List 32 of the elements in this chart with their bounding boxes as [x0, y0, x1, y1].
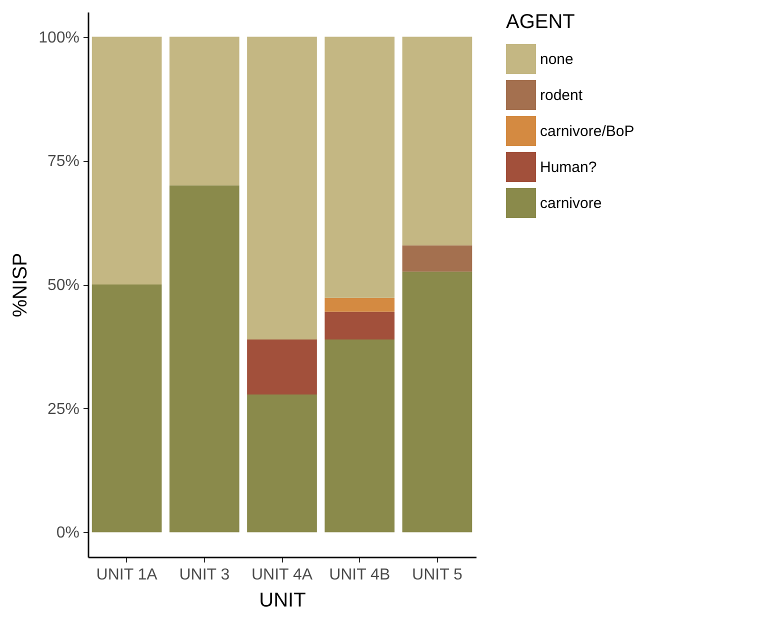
bar	[324, 36, 395, 298]
y-tick-label: 0%	[56, 524, 80, 542]
bar	[324, 298, 395, 312]
legend-label: rodent	[540, 87, 584, 104]
y-tick-label: 25%	[47, 400, 80, 418]
x-tick-label: UNIT 3	[179, 566, 230, 584]
bar	[402, 272, 472, 532]
bar	[402, 245, 472, 272]
x-tick-label: UNIT 1A	[96, 566, 158, 584]
x-tick-label: UNIT 4B	[329, 566, 390, 584]
bar	[92, 36, 162, 284]
y-tick-label: 100%	[38, 29, 80, 46]
legend-label: carnivore	[540, 195, 602, 212]
bar	[247, 36, 317, 340]
legend-label: carnivore/BoP	[540, 123, 634, 140]
bar	[247, 339, 317, 394]
bar	[324, 312, 395, 340]
legend-label: none	[540, 51, 574, 68]
y-tick-label: 75%	[47, 153, 80, 170]
bar	[92, 284, 162, 532]
x-tick-label: UNIT 4A	[251, 566, 313, 584]
bar	[169, 36, 240, 186]
x-axis-title: UNIT	[259, 590, 306, 612]
bar	[247, 394, 317, 532]
bar	[402, 36, 472, 246]
x-tick-label: UNIT 5	[412, 566, 462, 584]
y-tick-label: 50%	[47, 277, 80, 294]
legend-title: AGENT	[506, 11, 575, 33]
y-axis-title: %NISP	[10, 252, 32, 318]
bar	[169, 185, 240, 532]
legend-label: Human?	[540, 159, 597, 176]
bar	[324, 339, 395, 532]
